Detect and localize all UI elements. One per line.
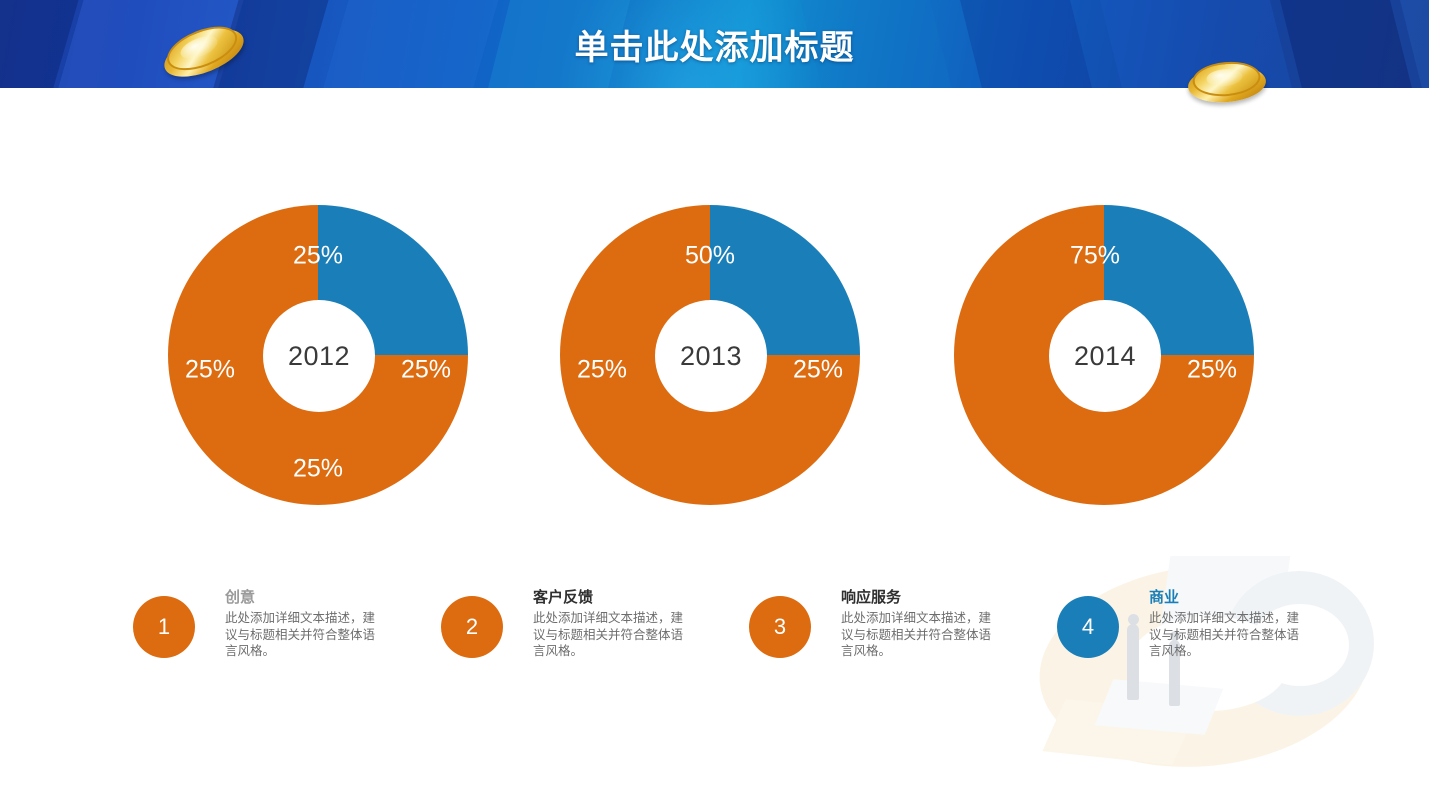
donut-center-hole: 2014 [1049,300,1161,412]
legend-item-title[interactable]: 商业 [1149,589,1180,606]
segment-percent-label: 25% [400,355,452,384]
legend-item[interactable]: 1 创意此处添加详细文本描述，建议与标题相关并符合整体语言风格。 [133,588,463,683]
segment-percent-label: 25% [576,355,628,384]
segment-percent-label: 75% [1069,241,1121,270]
donut-center-year: 2013 [679,340,743,371]
legend-item-body: 此处添加详细文本描述，建议与标题相关并符合整体语言风格。 [225,611,376,658]
legend-item-title[interactable]: 响应服务 [841,589,902,606]
legend-row: 1 创意此处添加详细文本描述，建议与标题相关并符合整体语言风格。 2 客户反馈此处添… [0,588,1429,698]
legend-item[interactable]: 4 商业此处添加详细文本描述，建议与标题相关并符合整体语言风格。 [1057,588,1387,683]
legend-text-block: 创意此处添加详细文本描述，建议与标题相关并符合整体语言风格。 [225,588,465,660]
segment-percent-label: 25% [184,355,236,384]
legend-number-badge[interactable]: 2 [441,596,503,658]
donut-center-hole: 2013 [655,300,767,412]
donut-chart-2013[interactable]: 50% 25% 25% 2013 [560,205,860,505]
legend-text-block: 客户反馈此处添加详细文本描述，建议与标题相关并符合整体语言风格。 [533,588,773,660]
legend-text-block: 响应服务此处添加详细文本描述，建议与标题相关并符合整体语言风格。 [841,588,1081,660]
legend-item[interactable]: 3 响应服务此处添加详细文本描述，建议与标题相关并符合整体语言风格。 [749,588,1079,683]
legend-item-body: 此处添加详细文本描述，建议与标题相关并符合整体语言风格。 [841,611,992,658]
segment-percent-label: 25% [292,241,344,270]
donut-center-year: 2014 [1073,340,1137,371]
segment-percent-label: 25% [792,355,844,384]
legend-item-title[interactable]: 客户反馈 [533,589,594,606]
legend-number-badge[interactable]: 1 [133,596,195,658]
legend-number-badge[interactable]: 3 [749,596,811,658]
donut-center-year: 2012 [287,340,351,371]
donut-chart-group: 25% 25% 25% 25% 2012 50% 25% 25% 2013 75% 25% 201… [168,205,1254,505]
segment-percent-label: 50% [684,241,736,270]
segment-percent-label: 25% [1186,355,1238,384]
banner-glow [555,0,816,88]
legend-item-body: 此处添加详细文本描述，建议与标题相关并符合整体语言风格。 [1149,611,1300,658]
legend-number-badge[interactable]: 4 [1057,596,1119,658]
donut-chart-2012[interactable]: 25% 25% 25% 25% 2012 [168,205,468,505]
donut-chart-2014[interactable]: 75% 25% 2014 [954,205,1254,505]
legend-text-block: 商业此处添加详细文本描述，建议与标题相关并符合整体语言风格。 [1149,588,1389,660]
legend-item-body: 此处添加详细文本描述，建议与标题相关并符合整体语言风格。 [533,611,684,658]
watermark-slab [1042,699,1196,765]
segment-percent-label: 25% [292,454,344,483]
donut-center-hole: 2012 [263,300,375,412]
legend-item-title[interactable]: 创意 [225,589,256,606]
legend-item[interactable]: 2 客户反馈此处添加详细文本描述，建议与标题相关并符合整体语言风格。 [441,588,771,683]
slide-title[interactable]: 单击此处添加标题 [574,28,855,67]
